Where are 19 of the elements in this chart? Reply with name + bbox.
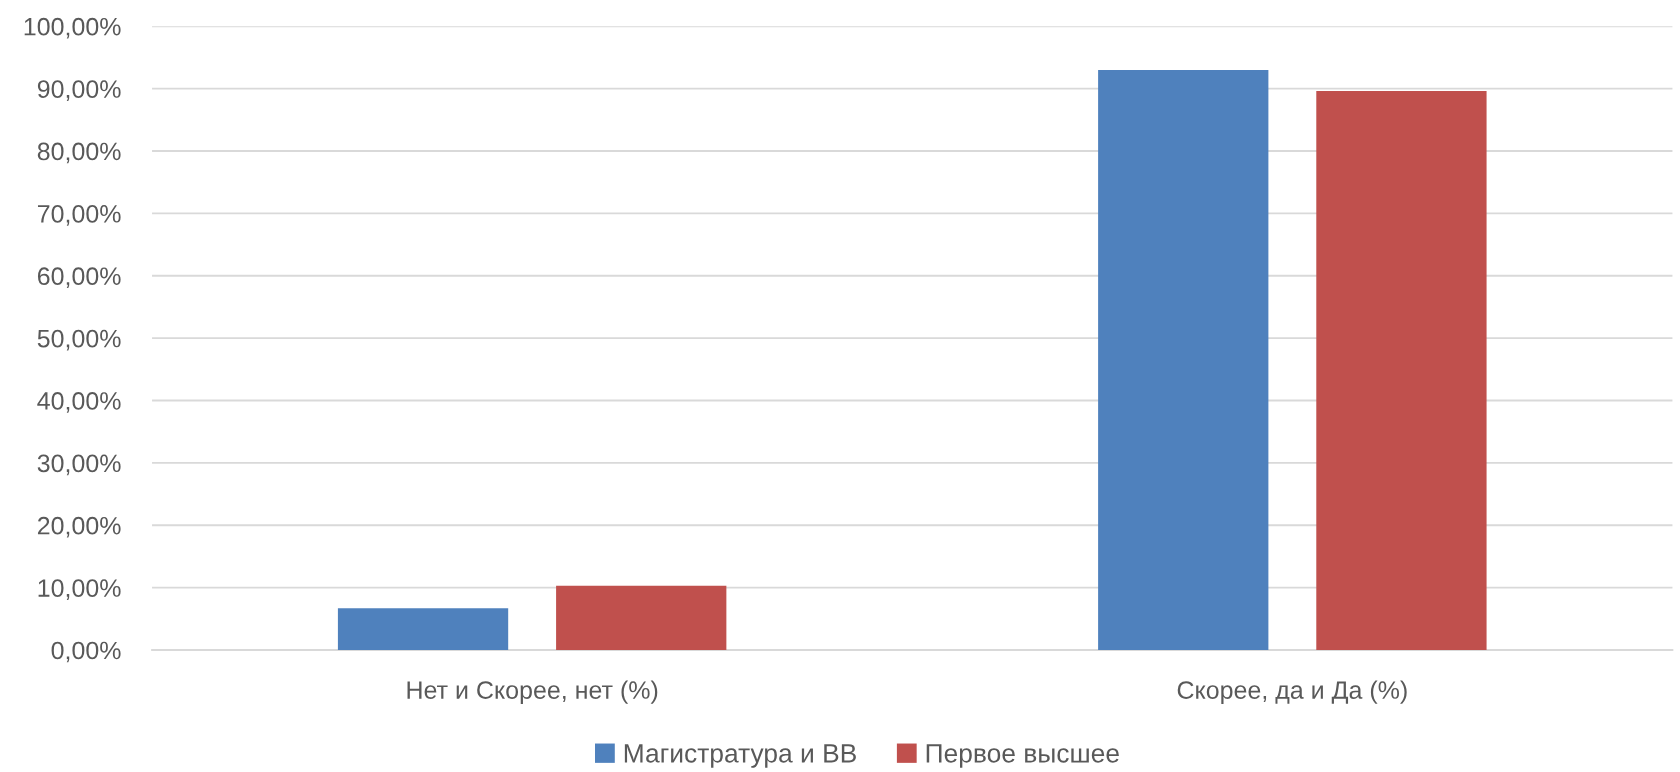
- bar: [1098, 69, 1269, 651]
- x-tick-label: Скорее, да и Да (%): [1177, 680, 1407, 704]
- y-tick-label: 30,00%: [37, 454, 121, 476]
- y-tick-label: 0,00%: [51, 641, 121, 663]
- y-tick-label: 60,00%: [37, 267, 121, 289]
- y-tick-label: 80,00%: [37, 142, 121, 164]
- bar: [337, 608, 509, 651]
- y-tick-label: 10,00%: [38, 579, 121, 600]
- y-tick-label: 50,00%: [37, 329, 121, 351]
- y-tick-label: 90,00%: [37, 80, 121, 101]
- legend-label: Первое высшее: [926, 744, 1119, 768]
- x-tick-label: Нет и Скорее, нет (%): [407, 680, 658, 704]
- legend-label: Магистратура и ВВ: [624, 744, 856, 768]
- y-tick-label: 70,00%: [37, 204, 121, 226]
- bar: [556, 585, 727, 651]
- bar: [1316, 91, 1487, 651]
- y-tick-label: 40,00%: [37, 392, 121, 413]
- y-tick-label: 100,00%: [24, 17, 121, 39]
- y-tick-label: 20,00%: [37, 516, 121, 538]
